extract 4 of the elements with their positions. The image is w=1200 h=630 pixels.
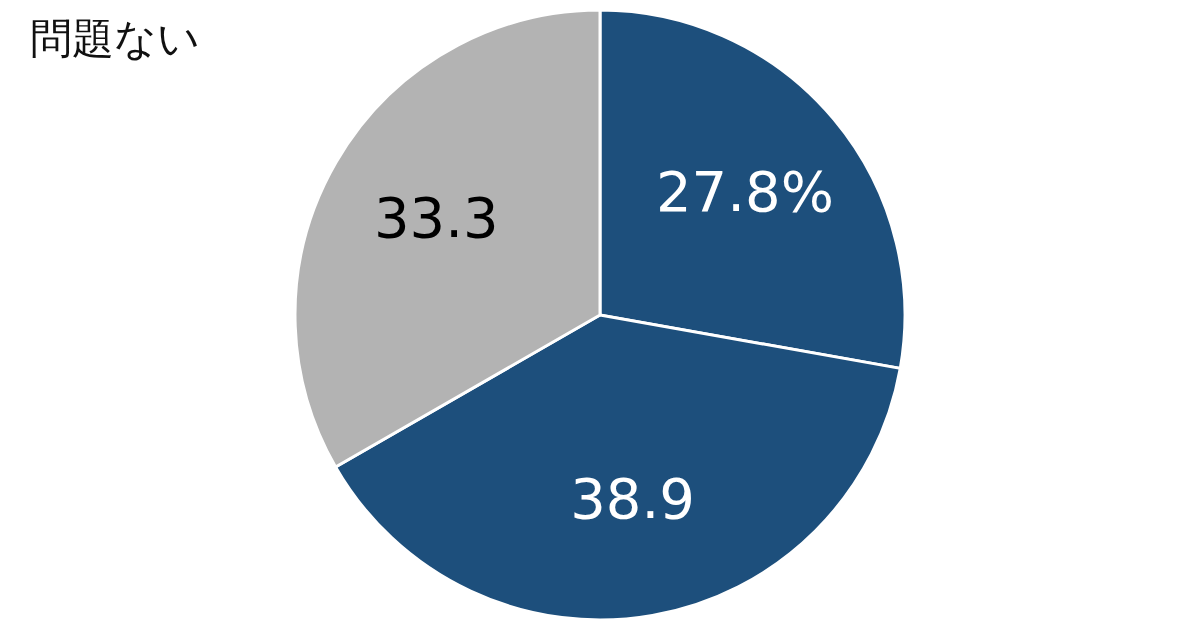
- data-label: 38.9: [570, 466, 695, 532]
- data-label: 33.3: [373, 185, 499, 251]
- slice-label: 問題ない: [30, 14, 200, 63]
- data-label: 27.8%: [655, 158, 834, 224]
